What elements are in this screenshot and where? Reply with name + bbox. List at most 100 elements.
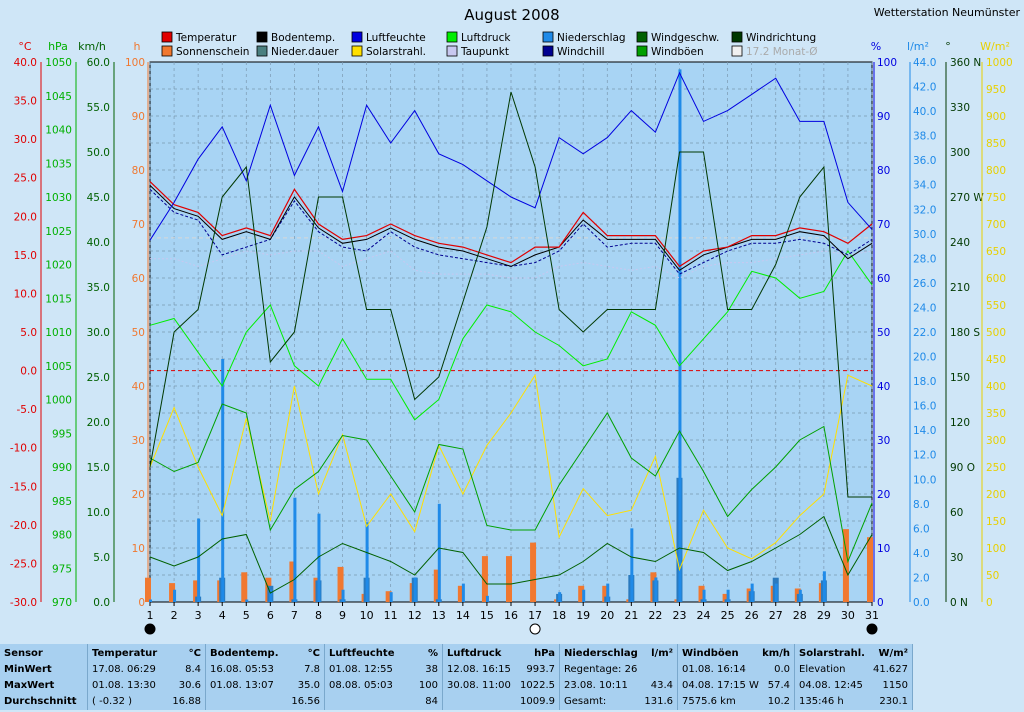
x-tick-label: 24 bbox=[697, 609, 711, 622]
axis-unit: l/m² bbox=[907, 40, 929, 53]
chart-title: August 2008 bbox=[464, 6, 559, 24]
sunshine-bar bbox=[481, 556, 488, 602]
legend-swatch bbox=[446, 45, 458, 57]
axis-tick-label: 1015 bbox=[45, 293, 72, 305]
stats-row: 16.56 bbox=[210, 694, 320, 709]
precipitation-bar bbox=[269, 589, 273, 602]
stats-header-label: Niederschlag bbox=[564, 648, 638, 659]
axis-tick-label: 210 bbox=[950, 282, 970, 294]
x-tick-label: 15 bbox=[480, 609, 494, 622]
stats-header-label: Solarstrahl. bbox=[799, 648, 865, 659]
axis-tick-label: 5.0 bbox=[93, 552, 110, 564]
legend-swatch bbox=[731, 45, 743, 57]
axis-tick-label: 15.0 bbox=[14, 250, 37, 262]
axis-tick-label: 950 bbox=[986, 84, 1006, 96]
axis-tick-label: 38.0 bbox=[913, 131, 936, 143]
legend-label: Solarstrahl. bbox=[366, 46, 426, 58]
x-tick-label: 1 bbox=[147, 609, 154, 622]
axis-tick-label: 10 bbox=[132, 543, 145, 555]
stats-row: 01.08. 13:30 30.6 bbox=[92, 678, 201, 693]
stats-row: Regentage: 26 bbox=[564, 662, 673, 677]
precipitation-bar bbox=[654, 577, 658, 602]
axis-tick-label: 30.0 bbox=[913, 229, 936, 241]
axis-tick-label: 330 bbox=[950, 102, 970, 114]
axis-tick-label: 10.0 bbox=[913, 474, 936, 486]
stats-row-label: 135:46 h bbox=[799, 696, 844, 707]
stats-row-label: Regentage: 26 bbox=[564, 664, 638, 675]
axis-tick-label: 32.0 bbox=[913, 204, 936, 216]
axis-tick-label: 35.0 bbox=[87, 282, 110, 294]
precipitation-bar bbox=[461, 583, 465, 602]
monthly-weather-chart: August 2008 Wetterstation Neumünster Tem… bbox=[10, 6, 1021, 635]
axis-tick-label: 80 bbox=[877, 165, 890, 177]
axis-tick-label: 270 W bbox=[950, 192, 984, 204]
stats-row-value: 100 bbox=[418, 680, 438, 691]
series-line-luftfeuchte bbox=[149, 71, 873, 241]
moon-phase-icon bbox=[144, 623, 156, 635]
legend-label: 17.2 Monat-Ø bbox=[746, 46, 817, 58]
legend-label: Sonnenschein bbox=[176, 46, 249, 58]
axis-tick-label: 0.0 bbox=[913, 597, 930, 609]
axis-tick-label: 40.0 bbox=[913, 106, 936, 118]
axis-tick-label: 40.0 bbox=[14, 57, 37, 69]
stats-row: 7575.6 km 10.2 bbox=[682, 694, 790, 709]
x-tick-label: 7 bbox=[291, 609, 298, 622]
stats-row: 04.08. 12:45 1150 bbox=[799, 678, 908, 693]
axis-tick-label: 20 bbox=[132, 489, 145, 501]
bar-series bbox=[145, 69, 873, 602]
stats-row-value: 16.88 bbox=[172, 696, 201, 707]
axis-tick-label: -30.0 bbox=[10, 597, 37, 609]
axis-unit: °C bbox=[18, 40, 32, 53]
axis-tick-label: 0.0 bbox=[93, 597, 110, 609]
sunshine-bar bbox=[842, 529, 849, 602]
axis-tick-label: 50.0 bbox=[87, 147, 110, 159]
stats-row: 08.08. 05:03 100 bbox=[329, 678, 438, 693]
sunshine-bar bbox=[433, 569, 440, 602]
axis-tick-label: 16.0 bbox=[913, 401, 936, 413]
axis-unit: hPa bbox=[48, 40, 68, 53]
moon-phase-icon bbox=[529, 623, 541, 635]
axis-tick-label: 40.0 bbox=[87, 237, 110, 249]
axis-tick-label: 42.0 bbox=[913, 82, 936, 94]
stats-header-label: Bodentemp. bbox=[210, 648, 279, 659]
precipitation-bar bbox=[293, 497, 297, 602]
stats-row-value: 1150 bbox=[882, 680, 908, 691]
stats-header: Luftfeuchte% bbox=[329, 646, 438, 661]
stats-row-value: 10.2 bbox=[767, 696, 790, 707]
sunshine-bar bbox=[578, 585, 585, 602]
stats-row-value: 35.0 bbox=[297, 680, 320, 691]
x-tick-label: 23 bbox=[672, 609, 686, 622]
legend-label: Nieder.dauer bbox=[271, 46, 339, 58]
axis-tick-label: 15.0 bbox=[87, 462, 110, 474]
stats-row-label: 01.08. 13:30 bbox=[92, 680, 156, 691]
stats-row-label: MinWert bbox=[4, 664, 52, 675]
stats-row: Elevation 41.627 bbox=[799, 662, 908, 677]
axis-tick-label: 900 bbox=[986, 111, 1006, 123]
stats-row-value: 0.0 bbox=[774, 664, 790, 675]
axis-tick-label: 25.0 bbox=[87, 372, 110, 384]
precipitation-bar bbox=[389, 592, 393, 602]
axis-tick-label: -25.0 bbox=[10, 558, 37, 570]
stats-row: 12.08. 16:15 993.7 bbox=[447, 662, 555, 677]
precipitation-bar bbox=[365, 522, 369, 602]
legend-label: Windchill bbox=[557, 46, 605, 58]
stats-header-unit: % bbox=[427, 648, 438, 659]
axis-tick-label: 1000 bbox=[986, 57, 1013, 69]
x-axis: 1 2 3 4 5 6 7 8 9 10 11 12 13 14 15 16 17 18 19 20 21 22 23 24 2… bbox=[144, 602, 879, 635]
station-name: Wetterstation Neumünster bbox=[874, 6, 1021, 19]
axis-tick-label: 60.0 bbox=[87, 57, 110, 69]
axis-tick-label: 60 bbox=[877, 273, 890, 285]
stats-row-label: 01.08. 16:14 bbox=[682, 664, 746, 675]
axis-tick-label: 70 bbox=[877, 219, 890, 231]
precipitation-bar bbox=[750, 583, 754, 602]
stats-row-label: 12.08. 16:15 bbox=[447, 664, 511, 675]
stats-row: Durchschnitt bbox=[4, 694, 83, 709]
legend-swatch bbox=[161, 45, 173, 57]
stats-row: 01.08. 12:55 38 bbox=[329, 662, 438, 677]
axis-tick-label: 20 bbox=[877, 489, 890, 501]
axis-tick-label: 100 bbox=[125, 57, 145, 69]
precipitation-bar bbox=[341, 589, 345, 602]
x-tick-label: 5 bbox=[243, 609, 250, 622]
stats-row: 01.08. 13:07 35.0 bbox=[210, 678, 320, 693]
sunshine-bar bbox=[506, 556, 512, 602]
